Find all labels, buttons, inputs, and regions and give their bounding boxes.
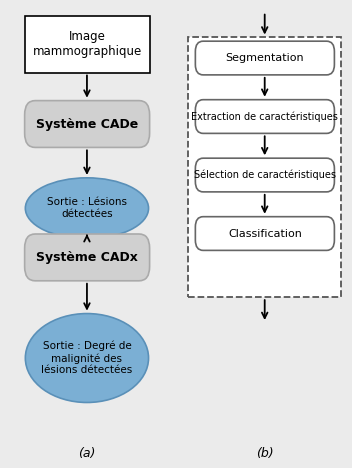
FancyBboxPatch shape xyxy=(25,234,150,281)
Text: Classification: Classification xyxy=(228,228,302,239)
FancyBboxPatch shape xyxy=(195,217,334,250)
Text: Sortie : Degré de
malignité des
lésions détectées: Sortie : Degré de malignité des lésions … xyxy=(41,341,133,375)
Text: (a): (a) xyxy=(78,447,96,461)
Text: Image
mammographique: Image mammographique xyxy=(32,30,142,58)
Text: Sortie : Lésions
détectées: Sortie : Lésions détectées xyxy=(47,197,127,219)
FancyBboxPatch shape xyxy=(25,101,150,147)
FancyBboxPatch shape xyxy=(25,16,150,73)
Text: Système CADe: Système CADe xyxy=(36,117,138,131)
Text: Segmentation: Segmentation xyxy=(226,53,304,63)
FancyBboxPatch shape xyxy=(188,37,341,297)
Ellipse shape xyxy=(25,314,149,402)
Text: Système CADx: Système CADx xyxy=(36,251,138,264)
FancyBboxPatch shape xyxy=(195,41,334,75)
FancyBboxPatch shape xyxy=(195,158,334,192)
FancyBboxPatch shape xyxy=(195,100,334,133)
Text: (b): (b) xyxy=(256,447,274,461)
Text: Extraction de caractéristiques: Extraction de caractéristiques xyxy=(191,111,338,122)
Text: Sélection de caractéristiques: Sélection de caractéristiques xyxy=(194,170,336,180)
Ellipse shape xyxy=(25,178,149,239)
